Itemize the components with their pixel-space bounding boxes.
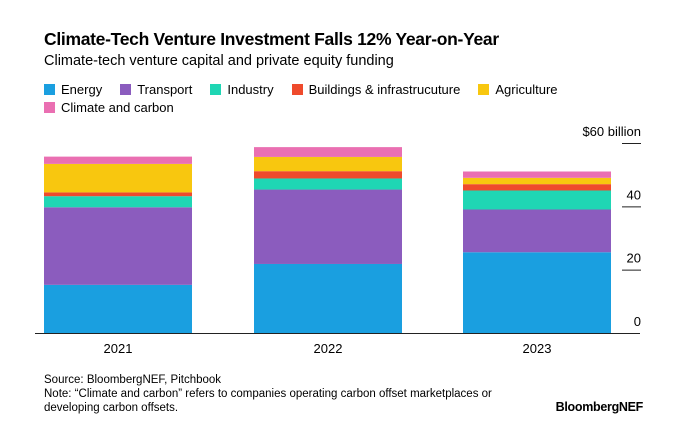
bar-segment-2023-industry bbox=[463, 190, 611, 210]
legend-item: Industry bbox=[210, 82, 274, 97]
bar-segment-2023-buildings-infrastrucuture bbox=[463, 184, 611, 191]
legend-label: Energy bbox=[61, 82, 103, 97]
legend-label: Buildings & infrastrucuture bbox=[308, 82, 461, 97]
legend-label: Agriculture bbox=[495, 82, 558, 97]
note-text: Note: “Climate and carbon” refers to com… bbox=[44, 388, 492, 414]
footnote: Source: BloombergNEF, Pitchbook Note: “C… bbox=[44, 373, 514, 415]
x-tick-label: 2023 bbox=[523, 341, 552, 356]
legend-label: Transport bbox=[137, 82, 193, 97]
legend-swatch bbox=[44, 84, 55, 95]
y-tick-label: $60 billion bbox=[582, 124, 641, 139]
x-tick-label: 2021 bbox=[104, 341, 133, 356]
bar-segment-2022-agriculture bbox=[254, 156, 402, 172]
bar-segment-2022-buildings-infrastrucuture bbox=[254, 171, 402, 179]
legend-item: Energy bbox=[44, 82, 102, 97]
legend-swatch bbox=[478, 84, 490, 95]
legend-label: Industry bbox=[227, 82, 274, 97]
bar-segment-2021-industry bbox=[44, 196, 192, 208]
legend: Energy Transport Industry Buildings & infra… bbox=[44, 82, 604, 115]
legend-swatch bbox=[210, 84, 222, 95]
legend-swatch bbox=[291, 84, 303, 95]
bar-segment-2021-energy bbox=[44, 284, 192, 333]
legend-label: Climate and carbon bbox=[61, 100, 174, 115]
y-tick-label: 40 bbox=[627, 187, 641, 202]
bar-segment-2022-climate-and-carbon bbox=[254, 147, 402, 157]
bar-segment-2023-transport bbox=[463, 209, 611, 253]
x-tick-label: 2022 bbox=[314, 341, 343, 356]
bar-segment-2022-transport bbox=[254, 189, 402, 264]
bar-segment-2021-climate-and-carbon bbox=[44, 156, 192, 164]
y-tick-label: 0 bbox=[634, 314, 641, 329]
bar-segment-2021-buildings-infrastrucuture bbox=[44, 192, 192, 197]
bar-segment-2022-energy bbox=[254, 263, 402, 333]
legend-item: Climate and carbon bbox=[44, 100, 174, 115]
bar-segment-2023-energy bbox=[463, 252, 611, 333]
brand-logo: BloombergNEF bbox=[555, 400, 644, 414]
bar-segment-2023-climate-and-carbon bbox=[463, 171, 611, 178]
legend-item: Agriculture bbox=[478, 82, 558, 97]
chart-subtitle: Climate-tech venture capital and private… bbox=[44, 53, 394, 69]
y-tick-label: 20 bbox=[627, 251, 641, 266]
bar-segment-2021-transport bbox=[44, 207, 192, 285]
bar-segment-2021-agriculture bbox=[44, 163, 192, 193]
bar-segment-2022-industry bbox=[254, 178, 402, 190]
chart-title: Climate-Tech Venture Investment Falls 12… bbox=[44, 29, 499, 49]
source-text: Source: BloombergNEF, Pitchbook bbox=[44, 374, 222, 386]
legend-swatch bbox=[120, 84, 132, 95]
legend-swatch bbox=[44, 102, 55, 113]
bar-segment-2023-agriculture bbox=[463, 177, 611, 185]
legend-item: Transport bbox=[120, 82, 192, 97]
legend-item: Buildings & infrastrucuture bbox=[291, 82, 461, 97]
